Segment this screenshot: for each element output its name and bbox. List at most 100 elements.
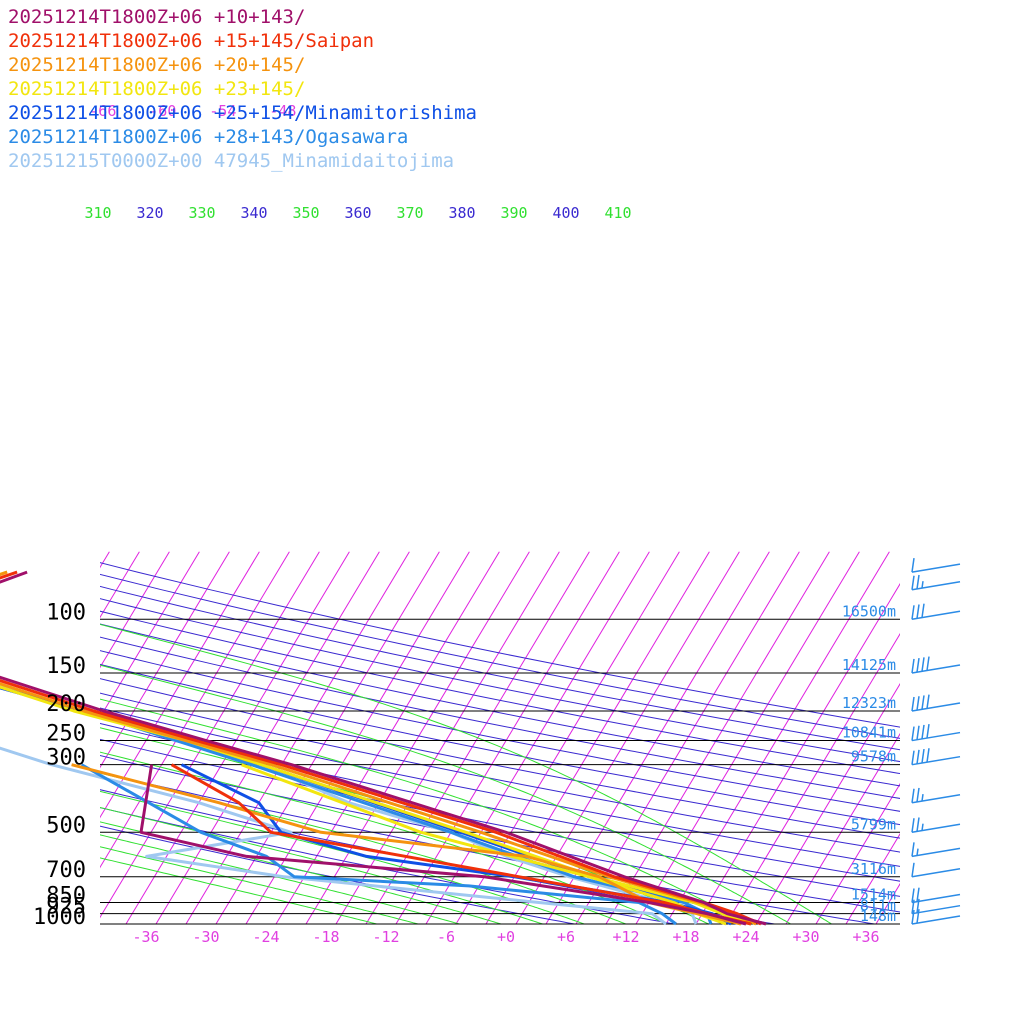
legend-entry: 20251214T1800Z+06 +15+145/Saipan — [8, 30, 374, 52]
isotherm-line — [515, 551, 740, 924]
isotherm-line — [992, 552, 1024, 931]
dry-adiabat-line — [100, 573, 900, 739]
isotherm-line — [845, 833, 900, 924]
pressure-label: 1000 — [33, 905, 86, 930]
height-label: 811m — [860, 897, 896, 915]
isotherm-line — [215, 551, 440, 924]
height-label: 16500m — [842, 602, 896, 620]
moist-adiabat-line — [100, 846, 420, 924]
pressure-label: 300 — [46, 746, 86, 771]
wind-barb-flag — [911, 862, 915, 877]
wind-barb-staff — [911, 915, 961, 925]
isotherm-line — [902, 552, 1024, 931]
wind-barb-staff — [911, 794, 961, 804]
wind-barb-flag — [916, 574, 920, 590]
wind-barb-flag — [911, 818, 915, 833]
height-label: 5799m — [851, 815, 896, 833]
height-label: 14125m — [842, 656, 896, 674]
moist-adiabat-line — [100, 857, 379, 924]
sounding-series — [0, 570, 767, 926]
wind-barb-flag — [911, 696, 915, 712]
dry-adiabat-line — [100, 650, 900, 812]
wind-barb-staff — [911, 847, 961, 858]
legend: 20251214T1800Z+06 +10+143/20251214T1800Z… — [8, 6, 477, 172]
dry-adiabat-line — [100, 663, 900, 826]
dry-adiabat-line — [100, 562, 900, 728]
theta-label: 350 — [292, 204, 319, 222]
theta-label: 370 — [396, 204, 423, 222]
pressure-label: 850 — [46, 883, 86, 908]
isotherm-line — [100, 551, 230, 769]
wind-barb-staff — [911, 868, 961, 878]
wind-barb-flag — [921, 603, 925, 618]
isotherm-line — [305, 551, 530, 924]
dry-adiabat-line — [100, 610, 900, 775]
wind-barb — [911, 724, 961, 742]
series-dewpoint-line — [139, 764, 747, 926]
isotherm-top-label: -54 — [209, 102, 236, 120]
wind-barb-flag — [911, 557, 915, 573]
wind-barb-staff — [911, 731, 961, 742]
wind-barbs — [911, 557, 961, 925]
moist-adiabat-line — [100, 751, 669, 924]
isotherm-line — [725, 633, 900, 924]
wind-barb-flag — [921, 724, 925, 740]
moist-adiabat-line — [100, 623, 833, 924]
pressure-label: 250 — [46, 722, 86, 747]
pressure-label: 925 — [46, 895, 86, 920]
theta-label: 380 — [448, 204, 475, 222]
wind-barb — [911, 842, 961, 858]
dry-adiabat-line — [100, 722, 900, 882]
wind-barb-flag — [911, 909, 915, 925]
wind-barb-staff — [911, 610, 961, 621]
dry-adiabat-line — [100, 598, 900, 763]
legend-entry: 20251215T0000Z+00 47945_Minamidaitojima — [8, 150, 454, 172]
wind-barb-flag — [911, 888, 915, 903]
wind-barb — [911, 887, 961, 904]
series-temperature-line — [0, 570, 767, 926]
wind-barb — [911, 862, 961, 878]
wind-barb-flag — [911, 575, 915, 590]
isotherm-line — [275, 551, 500, 924]
theta-label: 310 — [84, 204, 111, 222]
wind-barb-flag — [916, 725, 920, 740]
series-dewpoint-line — [80, 763, 677, 926]
wind-barb — [911, 748, 961, 766]
wind-barb-flag — [916, 658, 920, 673]
theta-label: 330 — [188, 204, 215, 222]
wind-barb — [911, 909, 961, 925]
dry-adiabat-line — [100, 692, 900, 853]
moist-adiabat-line — [100, 664, 792, 924]
wind-barb-staff — [911, 581, 961, 591]
wind-barb-flag — [926, 724, 930, 739]
wind-barb-flag — [911, 750, 915, 765]
temperature-tick-label: +18 — [672, 928, 699, 946]
height-label: 12323m — [842, 694, 896, 712]
wind-barb-flag — [911, 899, 915, 914]
series-temperature-line — [0, 686, 713, 925]
isotherm-top-label: -60 — [149, 102, 176, 120]
wind-barb-flag — [916, 887, 920, 902]
legend-entry: 20251214T1800Z+06 +28+143/Ogasawara — [8, 126, 408, 148]
wind-barb-flag — [926, 656, 930, 671]
theta-label: 390 — [500, 204, 527, 222]
wind-barb-half-flag — [921, 794, 924, 802]
wind-barb — [911, 898, 961, 915]
wind-barb-staff — [911, 893, 961, 904]
wind-barb — [911, 574, 961, 591]
wind-barb — [911, 557, 961, 573]
wind-barb-staff — [911, 823, 961, 834]
wind-barb-half-flag — [921, 581, 924, 589]
theta-label: 410 — [604, 204, 631, 222]
wind-barb-staff — [911, 904, 961, 915]
legend-entry: 20251214T1800Z+06 +10+143/ — [8, 6, 305, 28]
temperature-tick-label: +12 — [612, 928, 639, 946]
pressure-label: 500 — [46, 813, 86, 838]
isotherm-line — [100, 551, 140, 619]
temperature-tick-label: -12 — [372, 928, 399, 946]
series-dewpoint-line — [0, 746, 667, 926]
wind-barb-flag — [926, 748, 930, 763]
wind-barb-flag — [916, 898, 920, 913]
series-temperature-line — [0, 570, 752, 926]
dry-adiabat-line — [100, 585, 900, 751]
